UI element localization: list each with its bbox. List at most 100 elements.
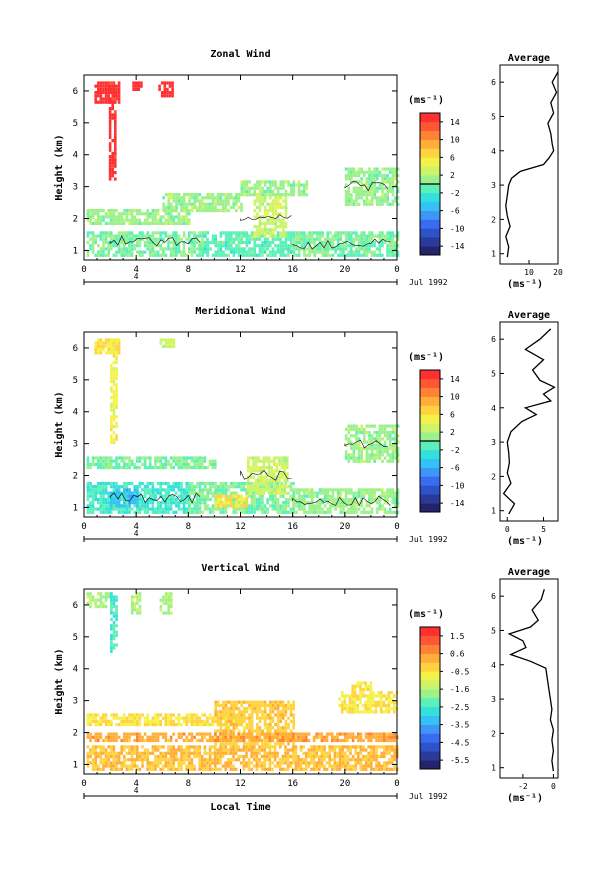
heatmap-cell (141, 764, 144, 768)
heatmap-cell (232, 703, 236, 707)
heatmap-cell (214, 202, 217, 206)
heatmap-cell (313, 231, 317, 235)
heatmap-cell (211, 767, 214, 771)
heatmap-cell (245, 751, 248, 755)
heatmap-cell (271, 485, 275, 489)
heatmap-cell (110, 745, 113, 749)
heatmap-cell (190, 456, 194, 460)
heatmap-cell (149, 719, 152, 723)
heatmap-cell (125, 237, 129, 241)
heatmap-cell (110, 341, 113, 345)
heatmap-cell (355, 196, 358, 200)
heatmap-cell (167, 202, 170, 206)
heatmap-cell (349, 488, 353, 492)
heatmap-cell (265, 482, 268, 486)
heatmap-cell (318, 767, 321, 771)
heatmap-cell (214, 205, 217, 209)
heatmap-cell (248, 240, 251, 245)
heatmap-cell (112, 646, 116, 650)
heatmap-cell (390, 767, 394, 771)
heatmap-cell (136, 510, 139, 514)
heatmap-cell (271, 745, 274, 749)
heatmap-cell (373, 437, 376, 441)
heatmap-cell (104, 215, 108, 219)
heatmap-cell (383, 180, 387, 184)
heatmap-cell (133, 247, 136, 251)
heatmap-cell (289, 729, 293, 733)
heatmap-cell (136, 592, 139, 596)
heatmap-cell (162, 253, 165, 257)
heatmap-cell (99, 716, 103, 720)
heatmap-cell (136, 713, 139, 717)
heatmap-cell (201, 234, 204, 238)
heatmap-cell (203, 723, 207, 727)
heatmap-cell (326, 494, 330, 498)
heatmap-cell (360, 427, 363, 431)
heatmap-cell (154, 497, 157, 502)
heatmap-cell (203, 497, 207, 502)
heatmap-cell (295, 247, 298, 251)
heatmap-cell (164, 221, 168, 225)
heatmap-cell (123, 466, 126, 470)
heatmap-cell (260, 767, 264, 771)
heatmap-cell (167, 764, 170, 768)
heatmap-cell (249, 469, 253, 473)
heatmap-cell (159, 234, 162, 238)
heatmap-cell (388, 250, 392, 254)
heatmap-cell (159, 745, 162, 749)
heatmap-cell (128, 501, 131, 505)
heatmap-cell (370, 196, 374, 200)
heatmap-cell (110, 376, 113, 380)
heatmap-cell (177, 193, 181, 197)
heatmap-cell (159, 504, 162, 508)
xtick-label: 12 (235, 265, 246, 275)
heatmap-cell (224, 231, 228, 235)
heatmap-cell (386, 199, 389, 203)
heatmap-cell (370, 446, 374, 451)
heatmap-cell (111, 174, 114, 178)
heatmap-cell (287, 244, 290, 248)
heatmap-cell (289, 510, 293, 514)
heatmap-cell (344, 231, 348, 235)
heatmap-cell (289, 189, 293, 194)
heatmap-cell (143, 716, 147, 720)
heatmap-cell (243, 710, 246, 714)
heatmap-cell (258, 231, 262, 235)
heatmap-cell (154, 456, 157, 460)
heatmap-cell (168, 81, 172, 85)
heatmap-cell (339, 507, 343, 511)
heatmap-cell (222, 193, 225, 197)
heatmap-cell (305, 237, 309, 241)
heatmap-cell (331, 501, 335, 505)
heatmap-cell (376, 189, 379, 194)
heatmap-cell (391, 244, 395, 248)
heatmap-cell (123, 462, 126, 466)
heatmap-cell (159, 237, 162, 241)
heatmap-cell (385, 764, 389, 768)
heatmap-cell (112, 501, 116, 505)
heatmap-cell (265, 459, 268, 463)
heatmap-cell (383, 196, 387, 200)
heatmap-cell (386, 497, 389, 502)
heatmap-cell (99, 351, 103, 355)
heatmap-cell (128, 481, 131, 486)
heatmap-cell (193, 510, 197, 514)
heatmap-cell (185, 485, 188, 489)
heatmap-cell (198, 748, 201, 752)
heatmap-cell (115, 723, 118, 727)
heatmap-cell (108, 87, 112, 91)
heatmap-cell (328, 758, 331, 762)
heatmap-cell (370, 177, 374, 181)
contour-line (344, 181, 389, 192)
heatmap-cell (112, 504, 116, 508)
heatmap-cell (333, 751, 337, 755)
heatmap-cell (240, 754, 243, 759)
heatmap-cell (168, 94, 172, 98)
heatmap-cell (391, 456, 395, 460)
heatmap-cell (245, 510, 249, 514)
heatmap-cell (347, 430, 350, 435)
heatmap-cell (357, 170, 361, 174)
heatmap-cell (292, 247, 296, 251)
heatmap-cell (224, 240, 228, 245)
heatmap-cell (115, 240, 118, 245)
